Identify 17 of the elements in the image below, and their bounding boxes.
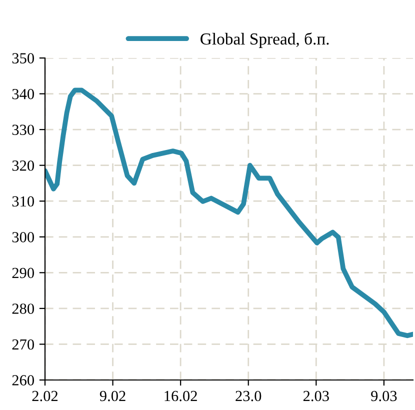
- y-tick-label: 280: [12, 304, 34, 314]
- y-tick-label: 290: [12, 268, 34, 278]
- y-tick-label: 340: [12, 88, 34, 100]
- x-tick-label: 2.02: [32, 390, 58, 402]
- y-tick-label: 310: [12, 196, 34, 207]
- x-tick-label: 16.02: [164, 390, 197, 402]
- y-tick-label: 260: [12, 375, 34, 386]
- x-tick-label: 23.0: [236, 390, 262, 402]
- y-tick-label: 330: [12, 124, 34, 136]
- x-tick-label: 9.02: [100, 390, 126, 402]
- legend-label: Global Spread, б.п.: [200, 32, 329, 48]
- x-tick-label: 9.03: [371, 390, 397, 402]
- y-tick-label: 270: [12, 339, 34, 350]
- y-tick-label: 320: [12, 160, 34, 171]
- x-tick-label: 2.03: [303, 390, 329, 402]
- y-tick-label: 350: [12, 53, 34, 64]
- y-tick-label: 300: [12, 232, 34, 242]
